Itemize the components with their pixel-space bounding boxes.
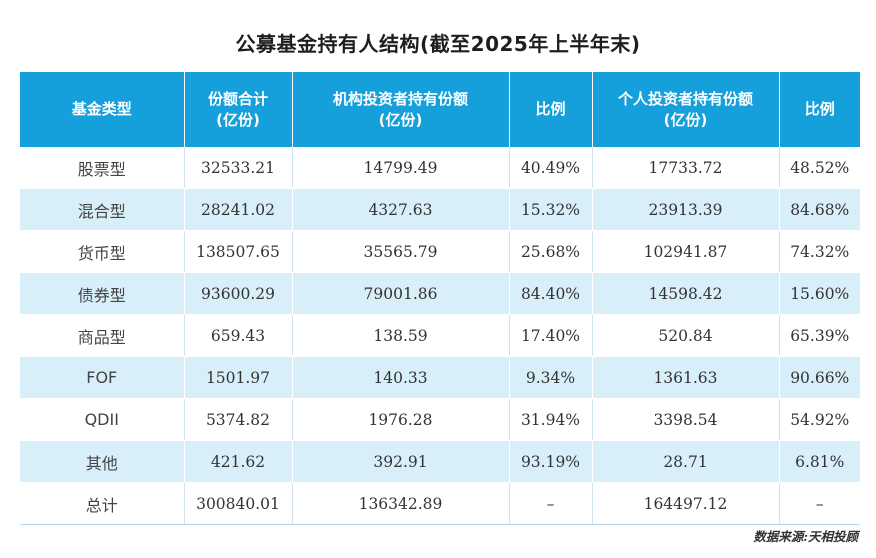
cell-fund-type: 其他 xyxy=(20,440,185,483)
cell-individual-shares: 520.84 xyxy=(592,314,780,357)
header-institutional-shares: 机构投资者持有份额 (亿份) xyxy=(292,72,510,147)
cell-individual-ratio: 74.32% xyxy=(779,230,860,273)
cell-individual-shares: 23913.39 xyxy=(592,188,780,231)
cell-institutional-ratio: 25.68% xyxy=(509,230,593,273)
cell-fund-type: 总计 xyxy=(20,482,185,525)
cell-total-shares: 421.62 xyxy=(184,440,293,483)
cell-individual-ratio: 54.92% xyxy=(779,398,860,441)
cell-fund-type: FOF xyxy=(20,356,185,399)
table-row: 股票型 32533.21 14799.49 40.49% 17733.72 48.52% xyxy=(20,147,860,189)
cell-individual-ratio: 84.68% xyxy=(779,188,860,231)
header-row: 基金类型 份额合计 (亿份) 机构投资者持有份额 (亿份) 比例 个人投资者持有份额… xyxy=(20,72,860,147)
cell-institutional-shares: 138.59 xyxy=(292,314,510,357)
table-title: 公募基金持有人结构(截至2025年上半年末) xyxy=(235,32,641,56)
table-row: 混合型 28241.02 4327.63 15.32% 23913.39 84.68% xyxy=(20,188,860,231)
cell-individual-shares: 1361.63 xyxy=(592,356,780,399)
cell-individual-shares: 17733.72 xyxy=(592,147,780,189)
cell-individual-ratio: – xyxy=(779,482,860,525)
cell-institutional-shares: 79001.86 xyxy=(292,272,510,315)
cell-institutional-ratio: 31.94% xyxy=(509,398,593,441)
table-row: 商品型 659.43 138.59 17.40% 520.84 65.39% xyxy=(20,314,860,357)
cell-institutional-shares: 1976.28 xyxy=(292,398,510,441)
cell-institutional-ratio: 9.34% xyxy=(509,356,593,399)
cell-institutional-ratio: 17.40% xyxy=(509,314,593,357)
cell-fund-type: 债券型 xyxy=(20,272,185,315)
cell-institutional-shares: 4327.63 xyxy=(292,188,510,231)
table-row: FOF 1501.97 140.33 9.34% 1361.63 90.66% xyxy=(20,356,860,399)
cell-institutional-ratio: 40.49% xyxy=(509,147,593,189)
cell-institutional-shares: 140.33 xyxy=(292,356,510,399)
cell-total-shares: 93600.29 xyxy=(184,272,293,315)
cell-institutional-shares: 136342.89 xyxy=(292,482,510,525)
cell-individual-ratio: 15.60% xyxy=(779,272,860,315)
cell-fund-type: 商品型 xyxy=(20,314,185,357)
cell-institutional-ratio: 84.40% xyxy=(509,272,593,315)
cell-individual-shares: 3398.54 xyxy=(592,398,780,441)
cell-total-shares: 1501.97 xyxy=(184,356,293,399)
cell-institutional-ratio: 15.32% xyxy=(509,188,593,231)
cell-total-shares: 32533.21 xyxy=(184,147,293,189)
table-row: 债券型 93600.29 79001.86 84.40% 14598.42 15.60% xyxy=(20,272,860,315)
cell-total-shares: 5374.82 xyxy=(184,398,293,441)
cell-individual-ratio: 65.39% xyxy=(779,314,860,357)
header-individual-shares: 个人投资者持有份额 (亿份) xyxy=(592,72,780,147)
data-source-note: 数据来源:天相投顾 xyxy=(753,529,858,544)
header-individual-ratio: 比例 xyxy=(779,72,860,147)
cell-fund-type: QDII xyxy=(20,398,185,441)
table-row: QDII 5374.82 1976.28 31.94% 3398.54 54.92% xyxy=(20,398,860,441)
cell-total-shares: 28241.02 xyxy=(184,188,293,231)
header-total-shares: 份额合计 (亿份) xyxy=(184,72,293,147)
cell-institutional-ratio: – xyxy=(509,482,593,525)
cell-individual-shares: 102941.87 xyxy=(592,230,780,273)
cell-total-shares: 300840.01 xyxy=(184,482,293,525)
table-row: 货币型 138507.65 35565.79 25.68% 102941.87 74.32… xyxy=(20,230,860,273)
cell-individual-ratio: 90.66% xyxy=(779,356,860,399)
header-institutional-ratio: 比例 xyxy=(509,72,593,147)
holder-structure-table: 基金类型 份额合计 (亿份) 机构投资者持有份额 (亿份) 比例 个人投资者持有份额… xyxy=(20,72,860,525)
cell-institutional-ratio: 93.19% xyxy=(509,440,593,483)
cell-individual-shares: 14598.42 xyxy=(592,272,780,315)
cell-total-shares: 138507.65 xyxy=(184,230,293,273)
table-row: 其他 421.62 392.91 93.19% 28.71 6.81% xyxy=(20,440,860,483)
cell-individual-shares: 164497.12 xyxy=(592,482,780,525)
cell-total-shares: 659.43 xyxy=(184,314,293,357)
cell-individual-shares: 28.71 xyxy=(592,440,780,483)
cell-individual-ratio: 48.52% xyxy=(779,147,860,189)
cell-institutional-shares: 392.91 xyxy=(292,440,510,483)
header-fund-type: 基金类型 xyxy=(20,72,185,147)
table-row: 总计 300840.01 136342.89–164497.12– xyxy=(20,482,860,525)
cell-fund-type: 混合型 xyxy=(20,188,185,231)
cell-institutional-shares: 14799.49 xyxy=(292,147,510,189)
cell-fund-type: 货币型 xyxy=(20,230,185,273)
cell-fund-type: 股票型 xyxy=(20,147,185,189)
cell-individual-ratio: 6.81% xyxy=(779,440,860,483)
cell-institutional-shares: 35565.79 xyxy=(292,230,510,273)
